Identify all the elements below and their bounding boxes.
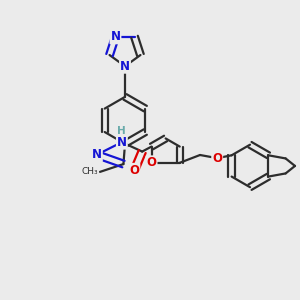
Text: N: N [92, 148, 102, 161]
Text: N: N [120, 60, 130, 73]
Text: CH₃: CH₃ [82, 167, 98, 176]
Text: N: N [110, 30, 120, 44]
Text: O: O [129, 164, 140, 177]
Text: N: N [117, 136, 127, 149]
Text: O: O [212, 152, 222, 165]
Text: H: H [118, 126, 126, 136]
Text: O: O [147, 156, 157, 169]
